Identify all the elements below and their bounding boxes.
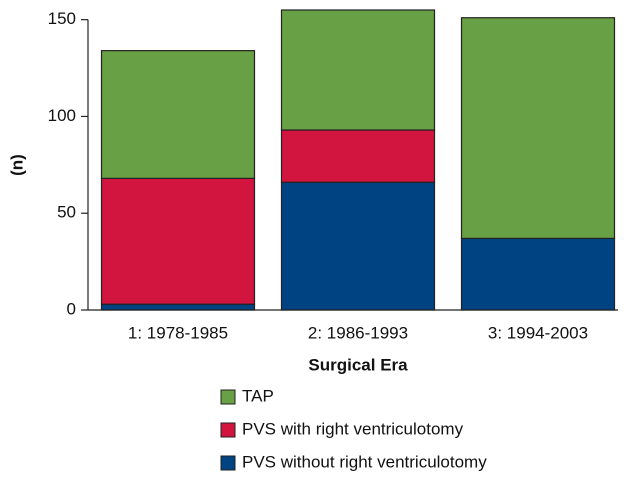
y-tick-label: 100 bbox=[48, 106, 76, 125]
bar-segment bbox=[100, 50, 256, 179]
bar-segment bbox=[460, 17, 616, 239]
legend-label: PVS without right ventriculotomy bbox=[242, 452, 487, 471]
bar-segment bbox=[460, 237, 616, 311]
y-tick-label: 50 bbox=[57, 203, 76, 222]
x-tick-label: 3: 1994-2003 bbox=[488, 323, 588, 342]
x-tick-label: 1: 1978-1985 bbox=[128, 323, 228, 342]
bar-segment bbox=[280, 9, 436, 131]
legend-swatch bbox=[220, 389, 236, 405]
y-tick-label: 150 bbox=[48, 9, 76, 28]
bar-segment bbox=[100, 303, 256, 311]
legend-swatch bbox=[220, 422, 236, 438]
legend-label: TAP bbox=[242, 386, 274, 405]
bar-segment bbox=[100, 177, 256, 305]
x-tick-label: 2: 1986-1993 bbox=[308, 323, 408, 342]
y-tick-label: 0 bbox=[67, 299, 76, 318]
x-axis-label: Surgical Era bbox=[308, 355, 408, 374]
y-axis-label: (n) bbox=[7, 154, 26, 176]
bar-segment bbox=[280, 181, 436, 311]
legend-label: PVS with right ventriculotomy bbox=[242, 419, 464, 438]
bar-segment bbox=[280, 129, 436, 183]
legend-swatch bbox=[220, 455, 236, 471]
